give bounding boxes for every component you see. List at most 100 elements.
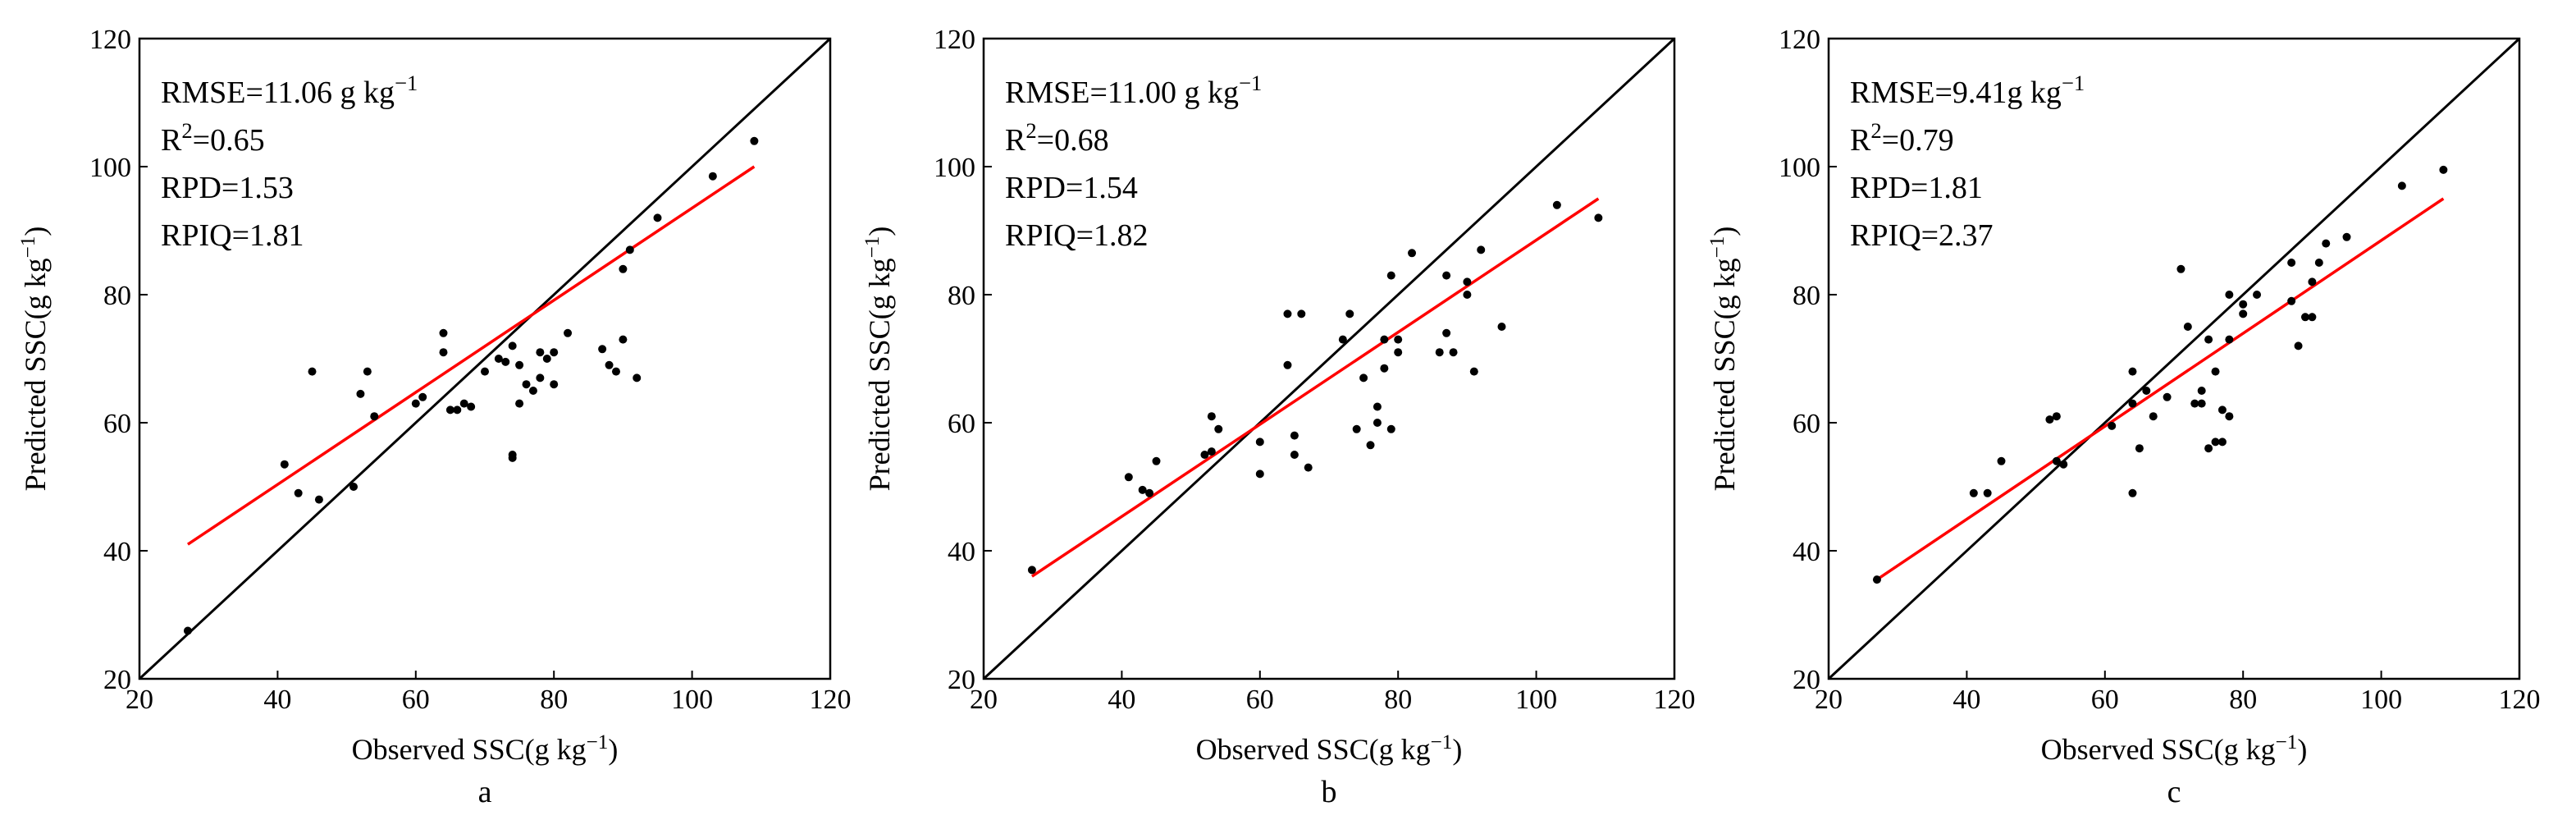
panel-a-x-tick-label: 80 [540, 685, 568, 715]
panel-c-data-point [2342, 232, 2351, 241]
panel-b-one-to-one-line [982, 37, 1676, 680]
panel-b-fit-line [1030, 197, 1600, 578]
panel-b-data-point [1469, 367, 1478, 376]
panel-c-one-to-one-line [1827, 37, 2521, 680]
panel-c-data-point [2204, 444, 2213, 453]
panel-a-data-point [528, 387, 537, 395]
panel-c-data-point [2052, 456, 2061, 465]
panel-b-data-point [1386, 271, 1395, 280]
panel-c-data-point [2190, 399, 2199, 408]
panel-b-data-point [1027, 566, 1036, 575]
panel-b-x-tick-label: 100 [1515, 685, 1557, 715]
panel-b-x-tick-label: 40 [1108, 685, 1135, 715]
panel-a-data-point [611, 367, 620, 376]
panel-b-data-point [1463, 291, 1472, 299]
panel-b-data-point [1297, 309, 1306, 318]
panel-b-data-point [1145, 488, 1154, 497]
panel-b-stat-0: RMSE=11.00 g kg−1 [1005, 71, 1262, 110]
panel-b-data-point [1200, 451, 1209, 459]
panel-b-data-point [1152, 456, 1161, 465]
panel-c-stat-2: RPD=1.81 [1850, 171, 1983, 205]
panel-a-data-point [370, 412, 379, 421]
panel-c-y-tick-label: 40 [1793, 537, 1820, 567]
panel-a-x-tick-label: 20 [126, 685, 153, 715]
panel-c-x-tick-label: 100 [2360, 685, 2402, 715]
panel-c-data-point [2294, 341, 2303, 350]
panel-a-data-point [308, 367, 317, 376]
panel-a-fit-line [186, 165, 756, 546]
panel-c-data-point [2217, 405, 2227, 415]
panel-c-data-point [2211, 437, 2220, 447]
panel-a-one-to-one-line [138, 37, 832, 680]
panel-c-data-point [2059, 460, 2068, 469]
panel-c-data-point [2108, 421, 2117, 430]
panel-b-data-point [1449, 348, 1458, 357]
panel-b-data-point [1352, 424, 1361, 433]
panel-b-data-point [1372, 402, 1382, 411]
panel-a-data-point [363, 367, 372, 376]
panel-c-data-point [2204, 335, 2213, 344]
panel-a-data-point [750, 136, 759, 145]
panel-a-data-point [536, 348, 545, 357]
panel-a-data-point [280, 460, 289, 469]
panel-a-y-tick-label: 60 [103, 409, 131, 439]
panel-a-x-tick-label: 40 [263, 685, 291, 715]
panel-c-data-point [1983, 488, 1992, 497]
panel-a-y-tick-label: 120 [89, 25, 131, 55]
panel-a-data-point [439, 328, 448, 337]
panel-c-data-point [2217, 437, 2227, 447]
panel-a-data-point [522, 380, 531, 389]
panel-c-x-axis-label: Observed SSC(g kg−1) [2041, 731, 2308, 767]
panel-a-x-tick-label: 60 [402, 685, 430, 715]
panel-b-data-point [1345, 309, 1354, 318]
panel-b-data-point [1283, 360, 1292, 369]
panel-a-y-tick-label: 20 [103, 665, 131, 695]
panel-c-data-point [2197, 387, 2206, 395]
panel-b-data-point [1283, 309, 1292, 318]
panel-b-y-tick-label: 20 [948, 665, 975, 695]
panel-b-data-point [1214, 424, 1223, 433]
panel-c-y-axis-label: Predicted SSC(g kg−1) [1706, 227, 1742, 492]
panel-b-data-point [1290, 451, 1299, 459]
panel-b-data-point [1207, 447, 1216, 456]
panel-a-stat-3: RPIQ=1.81 [161, 218, 304, 253]
panel-c-y-tick-label: 120 [1779, 25, 1820, 55]
panel-a-data-point [349, 483, 359, 491]
panel-c-data-point [2142, 387, 2151, 395]
panel-b-data-point [1380, 364, 1389, 373]
panel-b-data-point [1394, 348, 1403, 357]
panel-b-data-point [1435, 348, 1444, 357]
panel-c-data-point [2308, 313, 2317, 322]
panel-a-data-point [550, 380, 559, 389]
panel-c-data-point [1872, 575, 1881, 584]
panel-b-data-point [1138, 485, 1147, 494]
panel-c-data-point [2128, 488, 2137, 497]
panel-c-data-point [2211, 367, 2220, 376]
panel-b-data-point [1442, 271, 1451, 280]
panel-a-data-point [445, 405, 454, 415]
panel-b-y-tick-label: 40 [948, 537, 975, 567]
panel-a-data-point [619, 335, 628, 344]
panel-b-x-tick-label: 20 [970, 685, 998, 715]
panel-c-x-tick-label: 60 [2091, 685, 2119, 715]
panel-c-data-point [2045, 415, 2054, 424]
panel-c-data-point [2128, 399, 2137, 408]
panel-c-x-tick-label: 120 [2499, 685, 2541, 715]
panel-b-x-tick-label: 120 [1654, 685, 1696, 715]
panel-a-data-point [314, 495, 323, 504]
panel-a-caption: a [478, 775, 492, 809]
panel-c-fit-line [1875, 197, 2445, 581]
panel-b-stat-3: RPIQ=1.82 [1005, 218, 1149, 253]
panel-a-x-axis-label: Observed SSC(g kg−1) [352, 731, 619, 767]
panel-a-data-point [459, 399, 468, 408]
panel-c-y-tick-label: 60 [1793, 409, 1820, 439]
panel-c-data-point [2300, 313, 2309, 322]
panel-b-y-axis-label: Predicted SSC(g kg−1) [861, 227, 897, 492]
panel-b-data-point [1366, 441, 1375, 450]
panel-a-data-point [411, 399, 420, 408]
panel-b-caption: b [1322, 775, 1337, 809]
panel-c-data-point [2149, 412, 2158, 421]
panel-a-data-point [542, 355, 551, 363]
panel-c-data-point [2322, 239, 2331, 248]
